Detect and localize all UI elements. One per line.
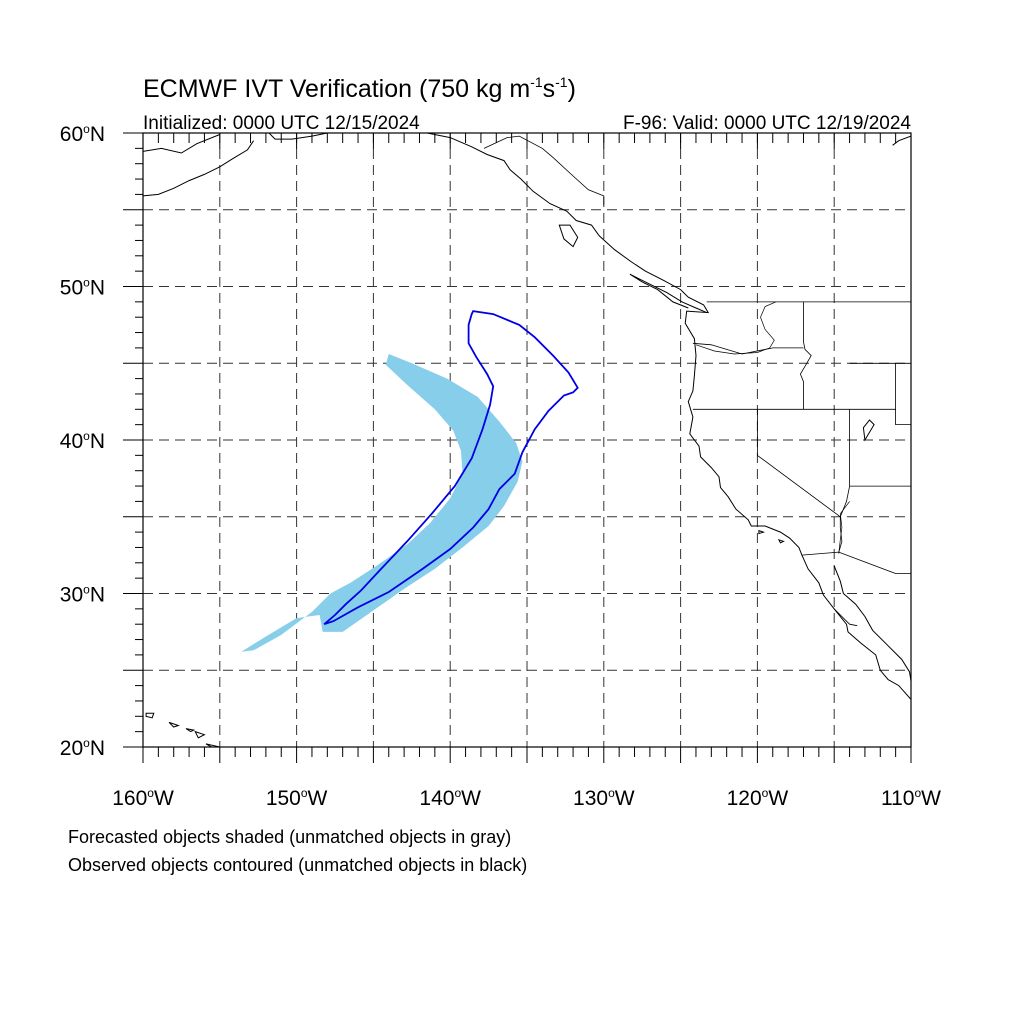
lon-label: 130oW (573, 786, 635, 810)
lon-label: 160oW (112, 786, 174, 810)
political-borders (434, 133, 911, 627)
forecast-object-shaded (241, 354, 523, 652)
axis-ticks (123, 132, 912, 763)
border-line (839, 409, 850, 517)
border-line (757, 409, 843, 553)
axis-labels: 60oN 50oN 40oN 30oN 20oN 160oW 150oW 140oW 130oW… (60, 122, 941, 810)
border-line (833, 608, 858, 627)
rivers (695, 301, 850, 554)
island-outline (145, 712, 155, 719)
border-line (692, 342, 804, 355)
coastline (892, 135, 911, 146)
lon-label: 150oW (266, 786, 328, 810)
island-outline (862, 419, 875, 442)
lat-label: 30oN (60, 583, 105, 607)
plot-area (143, 133, 911, 747)
coastline (833, 565, 911, 682)
coastline (629, 273, 707, 314)
border-line (801, 551, 911, 574)
island-outline (777, 538, 785, 544)
island-outline (194, 730, 206, 739)
coastline (143, 134, 220, 154)
legend-forecast-note: Forecasted objects shaded (unmatched obj… (68, 827, 511, 847)
river-line (838, 501, 850, 554)
lat-label: 50oN (60, 276, 105, 300)
lat-label: 40oN (60, 429, 105, 453)
river-line (695, 301, 776, 355)
coastline (268, 133, 328, 140)
lat-label: 20oN (60, 736, 105, 760)
coastlines (143, 133, 911, 747)
island-outline (758, 529, 766, 535)
initialized-time: Initialized: 0000 UTC 12/15/2024 (143, 113, 420, 134)
coastline (143, 140, 255, 197)
valid-time: F-96: Valid: 0000 UTC 12/19/2024 (623, 113, 911, 134)
island-outline (558, 224, 579, 248)
lat-label: 60oN (60, 122, 105, 146)
coastline (427, 133, 911, 700)
island-outline (168, 721, 180, 728)
border-line (483, 135, 605, 206)
lon-label: 120oW (727, 786, 789, 810)
gridlines (143, 133, 911, 747)
observed-object-contour (323, 310, 579, 626)
map-title: ECMWF IVT Verification (750 kg m-1s-1) (143, 74, 576, 103)
island-outline (205, 743, 221, 747)
lon-label: 140oW (419, 786, 481, 810)
lon-label: 110oW (881, 786, 941, 810)
border-line (799, 301, 812, 410)
border-line (895, 363, 911, 425)
island-outline (185, 728, 196, 733)
legend-observed-note: Observed objects contoured (unmatched ob… (68, 855, 527, 875)
